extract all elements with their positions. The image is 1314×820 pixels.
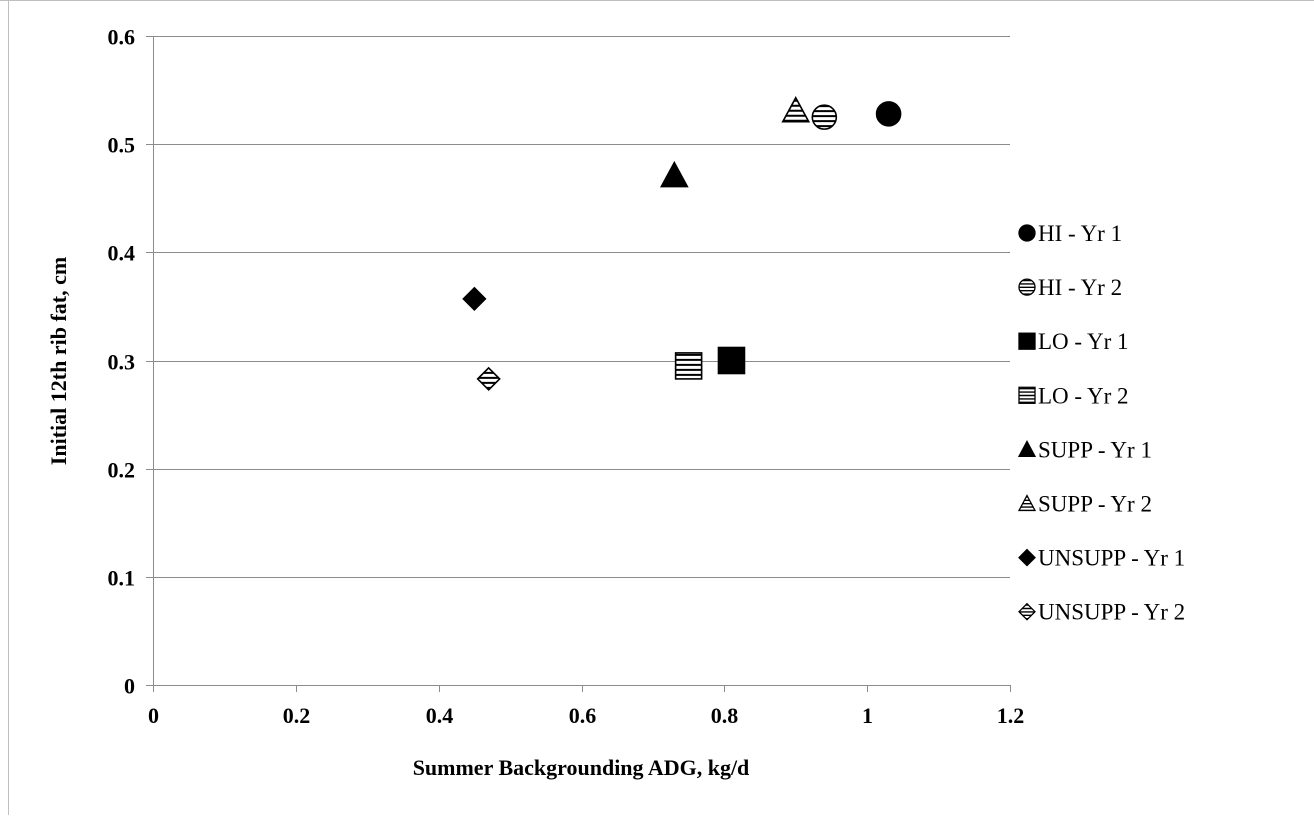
diamond-marker-fill: [463, 287, 486, 310]
legend-item-4: SUPP - Yr 1: [1017, 437, 1152, 462]
triangle-marker-fill: [661, 162, 688, 187]
data-point-series-1-0: [811, 104, 838, 130]
x-tick-label-1: 0.2: [283, 703, 311, 728]
diamond-marker-outline: [1018, 548, 1036, 567]
tick-labels: 0 0.1 0.2 0.3 0.4 0.5 0.6 0 0.2 0.4 0.6 0.8 1 1.2: [108, 25, 1025, 729]
data-point-series-5-0: [781, 96, 811, 123]
circle-marker-outline: [1018, 278, 1036, 296]
legend-label-5: SUPP - Yr 2: [1038, 492, 1152, 517]
x-tick-label-2: 0.4: [426, 703, 454, 728]
marker-stripes: [675, 353, 702, 376]
triangle-marker-outline: [781, 96, 811, 123]
legend-label-7: UNSUPP - Yr 2: [1038, 600, 1185, 625]
legend-marker-2: [1018, 332, 1036, 350]
legend-label-0: HI - Yr 1: [1038, 221, 1122, 246]
data-point-series-0-0: [875, 101, 902, 127]
data-point-series-4-0: [659, 160, 689, 188]
data-point-series-7-0: [476, 366, 501, 392]
legend-label-1: HI - Yr 2: [1038, 275, 1122, 300]
legend: HI - Yr 1 HI - Yr 2 LO - Yr 1 LO - Yr 2 SUPP…: [1017, 221, 1185, 625]
square-marker-outline: [717, 346, 746, 375]
square-marker-outline: [1018, 332, 1036, 350]
square-marker-fill: [1019, 333, 1035, 350]
legend-label-6: UNSUPP - Yr 1: [1038, 546, 1185, 571]
legend-marker-5: [1017, 494, 1037, 512]
y-tick-label-6: 0.6: [108, 25, 136, 50]
y-axis-title: Initial 12th rib fat, cm: [46, 257, 71, 465]
x-tick-label-0: 0: [148, 703, 159, 728]
legend-label-2: LO - Yr 1: [1038, 329, 1128, 354]
triangle-marker-fill: [1019, 441, 1035, 457]
marker-stripes: [1019, 387, 1035, 403]
y-tick-label-1: 0.1: [108, 566, 136, 591]
legend-label-3: LO - Yr 2: [1038, 383, 1128, 408]
legend-marker-1: [1018, 278, 1036, 296]
legend-item-6: UNSUPP - Yr 1: [1018, 546, 1185, 571]
square-marker-outline: [1018, 386, 1036, 404]
legend-marker-4: [1017, 440, 1037, 458]
legend-marker-6: [1018, 548, 1036, 567]
circle-marker-outline: [811, 104, 838, 130]
circle-marker-outline: [875, 101, 902, 127]
legend-item-5: SUPP - Yr 2: [1017, 492, 1152, 517]
square-marker-fill: [718, 347, 745, 374]
gridlines: [153, 36, 1010, 578]
y-tick-label-4: 0.4: [108, 241, 136, 266]
legend-marker-0: [1018, 224, 1036, 242]
axes: [146, 36, 1011, 692]
x-axis-title: Summer Backgrounding ADG, kg/d: [413, 755, 750, 780]
diamond-marker-fill: [1019, 549, 1035, 566]
x-tick-label-3: 0.6: [569, 703, 597, 728]
y-tick-label-0: 0: [124, 674, 135, 699]
data-point-series-6-0: [462, 286, 487, 311]
triangle-marker-outline: [659, 160, 689, 188]
triangle-marker-outline: [1017, 440, 1037, 458]
circle-marker-fill: [1019, 225, 1035, 241]
diamond-marker-outline: [1018, 602, 1036, 621]
data-point-series-2-0: [717, 346, 746, 375]
circle-marker-outline: [1018, 224, 1036, 242]
legend-item-7: UNSUPP - Yr 2: [1018, 600, 1185, 625]
x-tick-label-6: 1.2: [997, 703, 1025, 728]
diamond-marker-outline: [462, 286, 487, 311]
data-point-series-3-0: [674, 352, 703, 380]
y-tick-label-2: 0.2: [108, 458, 136, 483]
legend-item-0: HI - Yr 1: [1018, 221, 1122, 246]
legend-item-3: LO - Yr 2: [1018, 383, 1128, 408]
legend-item-2: LO - Yr 1: [1018, 329, 1128, 354]
y-tick-label-3: 0.3: [108, 350, 136, 375]
legend-marker-7: [1018, 602, 1036, 621]
triangle-marker-outline: [1017, 494, 1037, 512]
x-tick-label-5: 1: [862, 703, 873, 728]
legend-item-1: HI - Yr 2: [1018, 275, 1122, 300]
x-tick-label-4: 0.8: [711, 703, 739, 728]
square-marker-outline: [674, 352, 703, 380]
y-tick-label-5: 0.5: [108, 133, 136, 158]
legend-label-4: SUPP - Yr 1: [1038, 437, 1152, 462]
circle-marker-fill: [876, 101, 901, 126]
legend-marker-3: [1018, 386, 1036, 404]
data-points: [462, 96, 902, 392]
diamond-marker-outline: [476, 366, 501, 392]
